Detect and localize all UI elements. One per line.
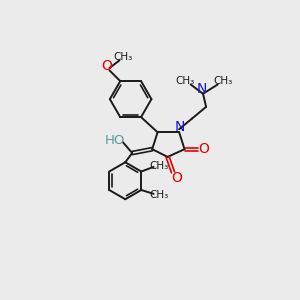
Text: CH₃: CH₃ [213, 76, 233, 86]
Text: O: O [171, 172, 182, 185]
Text: HO: HO [105, 134, 125, 147]
Text: CH₃: CH₃ [176, 76, 195, 86]
Text: N: N [197, 82, 207, 96]
Text: O: O [101, 59, 112, 73]
Text: CH₃: CH₃ [149, 161, 169, 171]
Text: N: N [175, 120, 185, 134]
Text: CH₃: CH₃ [114, 52, 133, 62]
Text: CH₃: CH₃ [149, 190, 169, 200]
Text: O: O [198, 142, 209, 156]
